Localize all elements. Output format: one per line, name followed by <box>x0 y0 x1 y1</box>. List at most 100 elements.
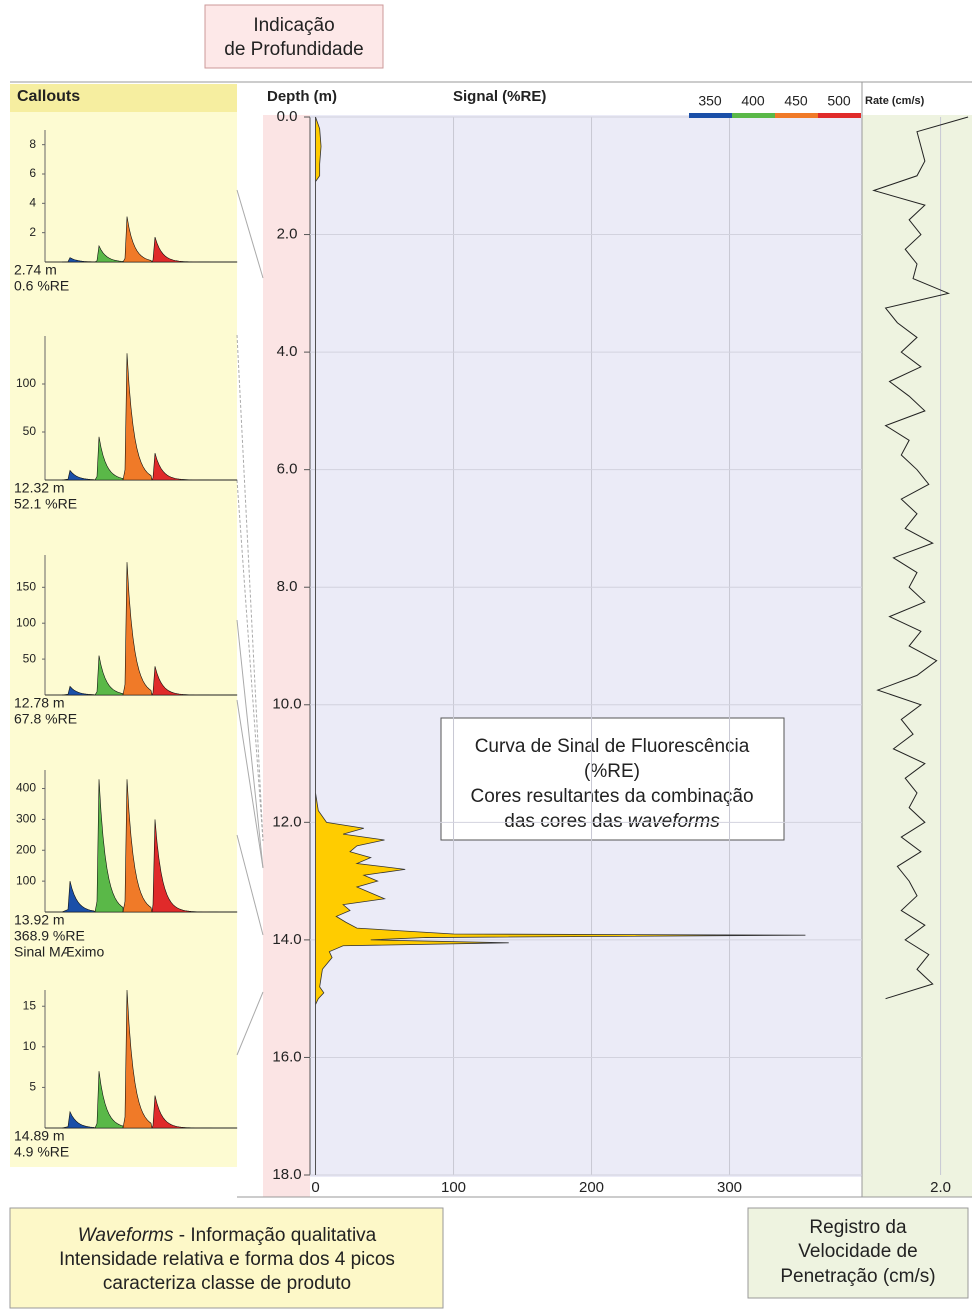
callout-label: 12.32 m <box>14 480 65 496</box>
signal-note-box <box>440 717 785 841</box>
signal-axis-title: Signal (%RE) <box>453 88 546 105</box>
y-tick-label: 200 <box>16 842 36 856</box>
waveform-peak <box>151 666 238 696</box>
waveform-peak <box>122 989 153 1129</box>
x-tick-label: 2.0 <box>930 1179 951 1196</box>
note-text: caracteriza classe de produto <box>103 1273 351 1294</box>
y-tick-label: 100 <box>16 376 36 390</box>
note-text-italic: Waveforms <box>78 1225 174 1246</box>
depth-tick-label: 0.0 <box>277 108 298 125</box>
x-tick-label: 200 <box>579 1179 604 1196</box>
depth-tick-label: 8.0 <box>277 578 298 595</box>
callout-label: 368.9 %RE <box>14 928 85 944</box>
depth-tick-label: 6.0 <box>277 461 298 478</box>
signal-note: Curva de Sinal de Fluorescência <box>475 736 750 757</box>
rate-line <box>872 116 969 1000</box>
waveform-peak <box>61 881 96 913</box>
note-text: das cores das <box>504 811 628 832</box>
waveform-peak <box>61 685 96 696</box>
callouts-panel <box>10 84 237 1167</box>
connector <box>236 834 264 936</box>
y-tick-label: 100 <box>16 873 36 887</box>
depth-tick-label: 10.0 <box>272 696 301 713</box>
callouts-title: Callouts <box>17 88 80 105</box>
callouts-header <box>10 84 237 112</box>
waveforms-note-box <box>9 1207 444 1309</box>
legend-swatch <box>775 113 818 118</box>
legend-label: 450 <box>784 93 808 109</box>
callout-label: 13.92 m <box>14 912 65 928</box>
depth-tick-label: 16.0 <box>272 1048 301 1065</box>
connector <box>236 991 264 1056</box>
rate-axis-title: Rate (cm/s) <box>865 95 925 107</box>
depth-tick-label: 18.0 <box>272 1166 301 1183</box>
rate-plot-bg <box>862 115 972 1197</box>
connector <box>236 619 264 869</box>
depth-tick-label: 14.0 <box>272 931 301 948</box>
depth-tick-label: 4.0 <box>277 343 298 360</box>
depth-axis-title: Depth (m) <box>267 88 337 105</box>
x-tick-label: 300 <box>717 1179 742 1196</box>
callout-label: Sinal MÆximo <box>14 944 104 960</box>
y-tick-label: 6 <box>29 166 36 180</box>
note-text: Intensidade relativa e forma dos 4 picos <box>59 1249 395 1270</box>
x-tick-label: 0 <box>311 1179 319 1196</box>
callout-label: 14.89 m <box>14 1128 65 1144</box>
y-tick-label: 5 <box>29 1080 36 1094</box>
y-tick-label: 150 <box>16 579 36 593</box>
legend-label: 400 <box>741 93 765 109</box>
callout-label: 67.8 %RE <box>14 711 77 727</box>
waveform-peak <box>94 779 124 913</box>
waveform-peak <box>122 562 153 696</box>
y-tick-label: 4 <box>29 196 36 210</box>
connector <box>236 334 264 842</box>
depth-strip <box>263 115 310 1197</box>
depth-tick-label: 2.0 <box>277 226 298 243</box>
signal-note: das cores das waveforms <box>504 811 720 832</box>
y-tick-label: 100 <box>16 615 36 629</box>
note-text: Cores resultantes da combinação <box>470 786 753 807</box>
y-tick-label: 50 <box>23 424 37 438</box>
callout-connectors <box>236 189 264 1056</box>
waveform-peak <box>151 453 238 481</box>
rate-note: Registro da <box>809 1217 907 1238</box>
legend-swatch <box>689 113 732 118</box>
note-text-italic: waveforms <box>628 811 720 832</box>
note-text: Curva de Sinal de Fluorescência <box>475 736 750 757</box>
y-tick-label: 50 <box>23 651 37 665</box>
callout-label: 2.74 m <box>14 262 57 278</box>
depth-tick-label: 12.0 <box>272 813 301 830</box>
waveform-peak <box>61 1110 97 1129</box>
callout-label: 0.6 %RE <box>14 278 69 294</box>
rate-note-box <box>747 1207 969 1299</box>
y-tick-label: 300 <box>16 812 36 826</box>
waveform-peak <box>93 244 124 263</box>
waveforms-note: caracteriza classe de produto <box>103 1273 351 1294</box>
note-text: (%RE) <box>584 761 640 782</box>
y-tick-label: 400 <box>16 781 36 795</box>
note-text: - Informação qualitativa <box>173 1225 376 1246</box>
waveform-peak <box>151 236 238 263</box>
rate-note: Velocidade de <box>798 1241 917 1262</box>
waveform-peak <box>61 257 96 263</box>
waveform-peak <box>151 1095 238 1129</box>
waveform-peak <box>94 436 124 481</box>
waveform-peak <box>61 469 96 481</box>
waveforms-note: Waveforms - Informação qualitativa <box>78 1225 377 1246</box>
waveform-peak <box>122 779 153 913</box>
signal-plot-bg <box>310 115 862 1177</box>
signal-note: (%RE) <box>584 761 640 782</box>
connector <box>236 189 264 279</box>
callout-label: 4.9 %RE <box>14 1144 69 1160</box>
depth-note: de Profundidade <box>224 39 363 60</box>
signal-note: Cores resultantes da combinação <box>470 786 753 807</box>
callout-label: 52.1 %RE <box>14 496 77 512</box>
rate-note: Penetração (cm/s) <box>780 1266 935 1287</box>
connector <box>236 699 264 869</box>
legend-label: 350 <box>698 93 722 109</box>
connector <box>236 479 264 842</box>
waveform-peak <box>94 1071 124 1129</box>
y-tick-label: 10 <box>23 1039 37 1053</box>
legend-swatch <box>818 113 861 118</box>
y-tick-label: 15 <box>23 998 37 1012</box>
